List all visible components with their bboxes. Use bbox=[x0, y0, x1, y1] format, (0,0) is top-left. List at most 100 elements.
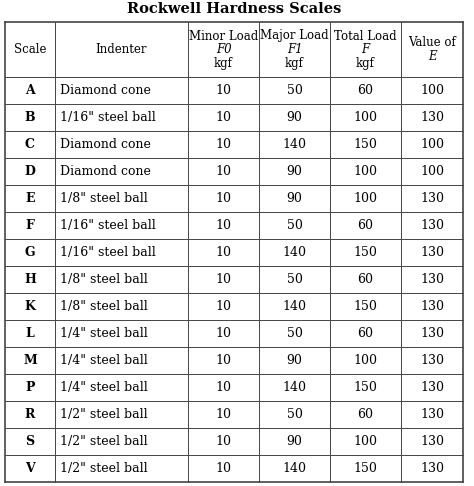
Text: G: G bbox=[25, 246, 35, 259]
Text: 140: 140 bbox=[283, 300, 307, 313]
Text: 130: 130 bbox=[420, 327, 444, 340]
Text: P: P bbox=[25, 381, 35, 394]
Text: C: C bbox=[25, 138, 35, 151]
Text: Major Load: Major Load bbox=[260, 30, 329, 42]
Text: 150: 150 bbox=[354, 381, 377, 394]
Text: 10: 10 bbox=[216, 84, 231, 97]
Text: 10: 10 bbox=[216, 219, 231, 232]
Text: D: D bbox=[25, 165, 36, 178]
Text: F: F bbox=[362, 43, 370, 56]
Text: 130: 130 bbox=[420, 273, 444, 286]
Text: L: L bbox=[26, 327, 35, 340]
Text: 10: 10 bbox=[216, 192, 231, 205]
Text: R: R bbox=[25, 408, 35, 421]
Text: 1/8" steel ball: 1/8" steel ball bbox=[60, 192, 148, 205]
Text: K: K bbox=[25, 300, 36, 313]
Text: 1/16" steel ball: 1/16" steel ball bbox=[60, 246, 156, 259]
Text: kgf: kgf bbox=[285, 56, 304, 69]
Text: 90: 90 bbox=[287, 354, 302, 367]
Text: 150: 150 bbox=[354, 138, 377, 151]
Text: 60: 60 bbox=[357, 219, 374, 232]
Text: 130: 130 bbox=[420, 246, 444, 259]
Text: 10: 10 bbox=[216, 381, 231, 394]
Text: 60: 60 bbox=[357, 84, 374, 97]
Text: E: E bbox=[25, 192, 35, 205]
Text: 140: 140 bbox=[283, 138, 307, 151]
Text: 150: 150 bbox=[354, 462, 377, 475]
Text: 90: 90 bbox=[287, 165, 302, 178]
Text: 1/8" steel ball: 1/8" steel ball bbox=[60, 300, 148, 313]
Text: V: V bbox=[25, 462, 35, 475]
Text: 60: 60 bbox=[357, 408, 374, 421]
Text: 100: 100 bbox=[354, 354, 377, 367]
Text: 10: 10 bbox=[216, 273, 231, 286]
Text: 130: 130 bbox=[420, 111, 444, 124]
Text: 1/2" steel ball: 1/2" steel ball bbox=[60, 408, 147, 421]
Text: E: E bbox=[428, 50, 436, 63]
Text: 100: 100 bbox=[354, 192, 377, 205]
Text: F0: F0 bbox=[216, 43, 231, 56]
Text: 10: 10 bbox=[216, 435, 231, 448]
Text: 1/2" steel ball: 1/2" steel ball bbox=[60, 435, 147, 448]
Text: 90: 90 bbox=[287, 192, 302, 205]
Text: Rockwell Hardness Scales: Rockwell Hardness Scales bbox=[127, 2, 341, 16]
Text: 140: 140 bbox=[283, 381, 307, 394]
Text: 100: 100 bbox=[420, 165, 444, 178]
Text: kgf: kgf bbox=[356, 56, 375, 69]
Text: 130: 130 bbox=[420, 408, 444, 421]
Text: 90: 90 bbox=[287, 111, 302, 124]
Text: 1/16" steel ball: 1/16" steel ball bbox=[60, 111, 156, 124]
Text: 50: 50 bbox=[287, 219, 302, 232]
Text: 50: 50 bbox=[287, 408, 302, 421]
Text: 140: 140 bbox=[283, 462, 307, 475]
Text: 130: 130 bbox=[420, 219, 444, 232]
Text: 100: 100 bbox=[420, 138, 444, 151]
Text: A: A bbox=[25, 84, 35, 97]
Text: 150: 150 bbox=[354, 300, 377, 313]
Text: 130: 130 bbox=[420, 462, 444, 475]
Text: 50: 50 bbox=[287, 327, 302, 340]
Text: 10: 10 bbox=[216, 408, 231, 421]
Text: 10: 10 bbox=[216, 111, 231, 124]
Text: 1/4" steel ball: 1/4" steel ball bbox=[60, 381, 148, 394]
Text: 10: 10 bbox=[216, 246, 231, 259]
Text: 100: 100 bbox=[354, 111, 377, 124]
Text: kgf: kgf bbox=[214, 56, 233, 69]
Text: 130: 130 bbox=[420, 300, 444, 313]
Text: 1/4" steel ball: 1/4" steel ball bbox=[60, 327, 148, 340]
Text: 10: 10 bbox=[216, 354, 231, 367]
Text: M: M bbox=[23, 354, 37, 367]
Text: 150: 150 bbox=[354, 246, 377, 259]
Text: 60: 60 bbox=[357, 273, 374, 286]
Text: Diamond cone: Diamond cone bbox=[60, 165, 151, 178]
Text: F1: F1 bbox=[287, 43, 302, 56]
Text: Scale: Scale bbox=[14, 43, 46, 56]
Text: Total Load: Total Load bbox=[334, 30, 397, 42]
Text: 90: 90 bbox=[287, 435, 302, 448]
Text: Diamond cone: Diamond cone bbox=[60, 138, 151, 151]
Text: 1/2" steel ball: 1/2" steel ball bbox=[60, 462, 147, 475]
Text: F: F bbox=[26, 219, 35, 232]
Text: Indenter: Indenter bbox=[96, 43, 147, 56]
Text: 130: 130 bbox=[420, 192, 444, 205]
Text: 10: 10 bbox=[216, 462, 231, 475]
Text: 1/4" steel ball: 1/4" steel ball bbox=[60, 354, 148, 367]
Text: Value of: Value of bbox=[408, 36, 456, 49]
Text: 10: 10 bbox=[216, 327, 231, 340]
Text: 100: 100 bbox=[420, 84, 444, 97]
Text: 1/16" steel ball: 1/16" steel ball bbox=[60, 219, 156, 232]
Text: 1/8" steel ball: 1/8" steel ball bbox=[60, 273, 148, 286]
Text: 130: 130 bbox=[420, 381, 444, 394]
Text: H: H bbox=[24, 273, 36, 286]
Text: 10: 10 bbox=[216, 300, 231, 313]
Text: Minor Load: Minor Load bbox=[189, 30, 258, 42]
Text: 60: 60 bbox=[357, 327, 374, 340]
Text: 140: 140 bbox=[283, 246, 307, 259]
Text: 10: 10 bbox=[216, 138, 231, 151]
Text: 100: 100 bbox=[354, 435, 377, 448]
Text: S: S bbox=[26, 435, 35, 448]
Text: Diamond cone: Diamond cone bbox=[60, 84, 151, 97]
Text: 100: 100 bbox=[354, 165, 377, 178]
Text: 130: 130 bbox=[420, 354, 444, 367]
Text: B: B bbox=[25, 111, 35, 124]
